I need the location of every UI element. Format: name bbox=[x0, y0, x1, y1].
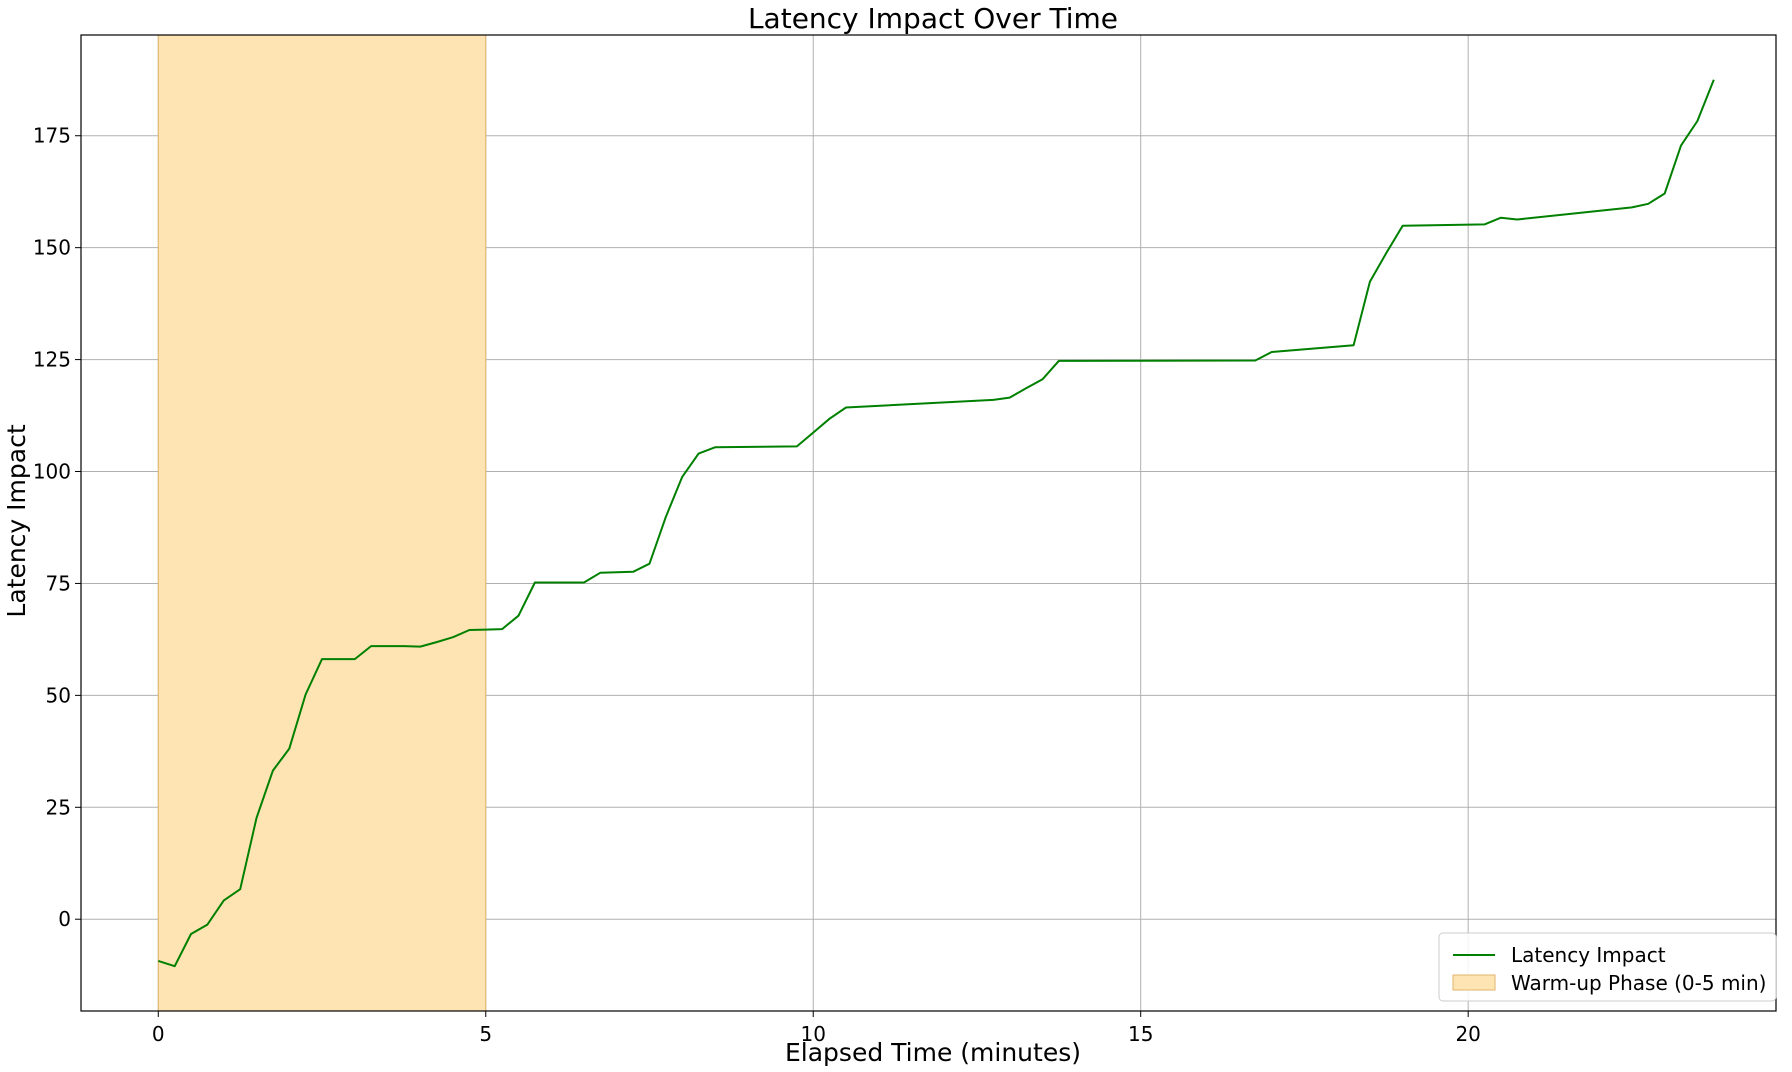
shaded-regions bbox=[157, 34, 487, 1012]
plot-frame bbox=[80, 34, 1777, 1012]
y-axis-ticks: 0 25 50 75 100 125 150 175 bbox=[33, 124, 81, 931]
y-tick-label: 125 bbox=[33, 348, 71, 372]
y-tick-label: 0 bbox=[58, 907, 71, 931]
chart-title: Latency Impact Over Time bbox=[748, 2, 1118, 35]
series-line-latency-impact bbox=[157, 79, 1715, 968]
x-axis-ticks: 0 5 10 15 20 bbox=[152, 1011, 1481, 1046]
warmup-band bbox=[157, 34, 487, 1012]
legend-label-latency: Latency Impact bbox=[1511, 943, 1666, 967]
y-tick-label: 50 bbox=[46, 683, 71, 707]
y-tick-label: 25 bbox=[46, 795, 71, 819]
x-tick-label: 20 bbox=[1455, 1022, 1480, 1046]
legend: Latency Impact Warm-up Phase (0-5 min) bbox=[1438, 932, 1777, 1002]
legend-label-warmup: Warm-up Phase (0-5 min) bbox=[1511, 971, 1766, 995]
y-tick-label: 175 bbox=[33, 124, 71, 148]
legend-box bbox=[1438, 932, 1777, 1002]
y-tick-label: 75 bbox=[46, 571, 71, 595]
series-lines bbox=[157, 79, 1715, 968]
x-tick-label: 5 bbox=[479, 1022, 492, 1046]
y-tick-label: 100 bbox=[33, 460, 71, 484]
x-tick-label: 15 bbox=[1128, 1022, 1153, 1046]
y-tick-label: 150 bbox=[33, 236, 71, 260]
x-tick-label: 0 bbox=[152, 1022, 165, 1046]
legend-band-swatch bbox=[1452, 974, 1496, 991]
x-tick-label: 10 bbox=[801, 1022, 826, 1046]
y-axis-label: Latency Impact bbox=[2, 424, 31, 617]
x-axis-label: Elapsed Time (minutes) bbox=[785, 1038, 1081, 1067]
